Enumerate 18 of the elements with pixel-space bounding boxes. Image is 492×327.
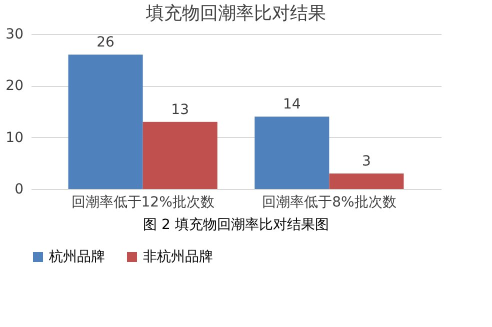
data-label: 13 [171, 102, 190, 118]
y-tick-label: 30 [6, 26, 24, 42]
x-tick-label: 回潮率低于12%批次数 [71, 194, 214, 210]
legend-label: 非杭州品牌 [143, 249, 213, 265]
bar [329, 174, 404, 189]
x-tick-label: 回潮率低于8%批次数 [262, 194, 396, 210]
chart-title: 填充物回潮率比对结果 [145, 3, 326, 24]
y-tick-label: 0 [14, 182, 24, 198]
data-label: 14 [282, 96, 301, 113]
y-tick-label: 10 [6, 130, 24, 146]
bar [254, 116, 330, 189]
caption: 图 2 填充物回潮率比对结果图 [143, 217, 329, 233]
legend-label: 杭州品牌 [48, 249, 105, 265]
data-label: 3 [362, 154, 371, 170]
data-label: 26 [96, 34, 115, 51]
y-tick-label: 20 [6, 78, 24, 94]
bar [68, 54, 143, 189]
bar [142, 122, 218, 189]
